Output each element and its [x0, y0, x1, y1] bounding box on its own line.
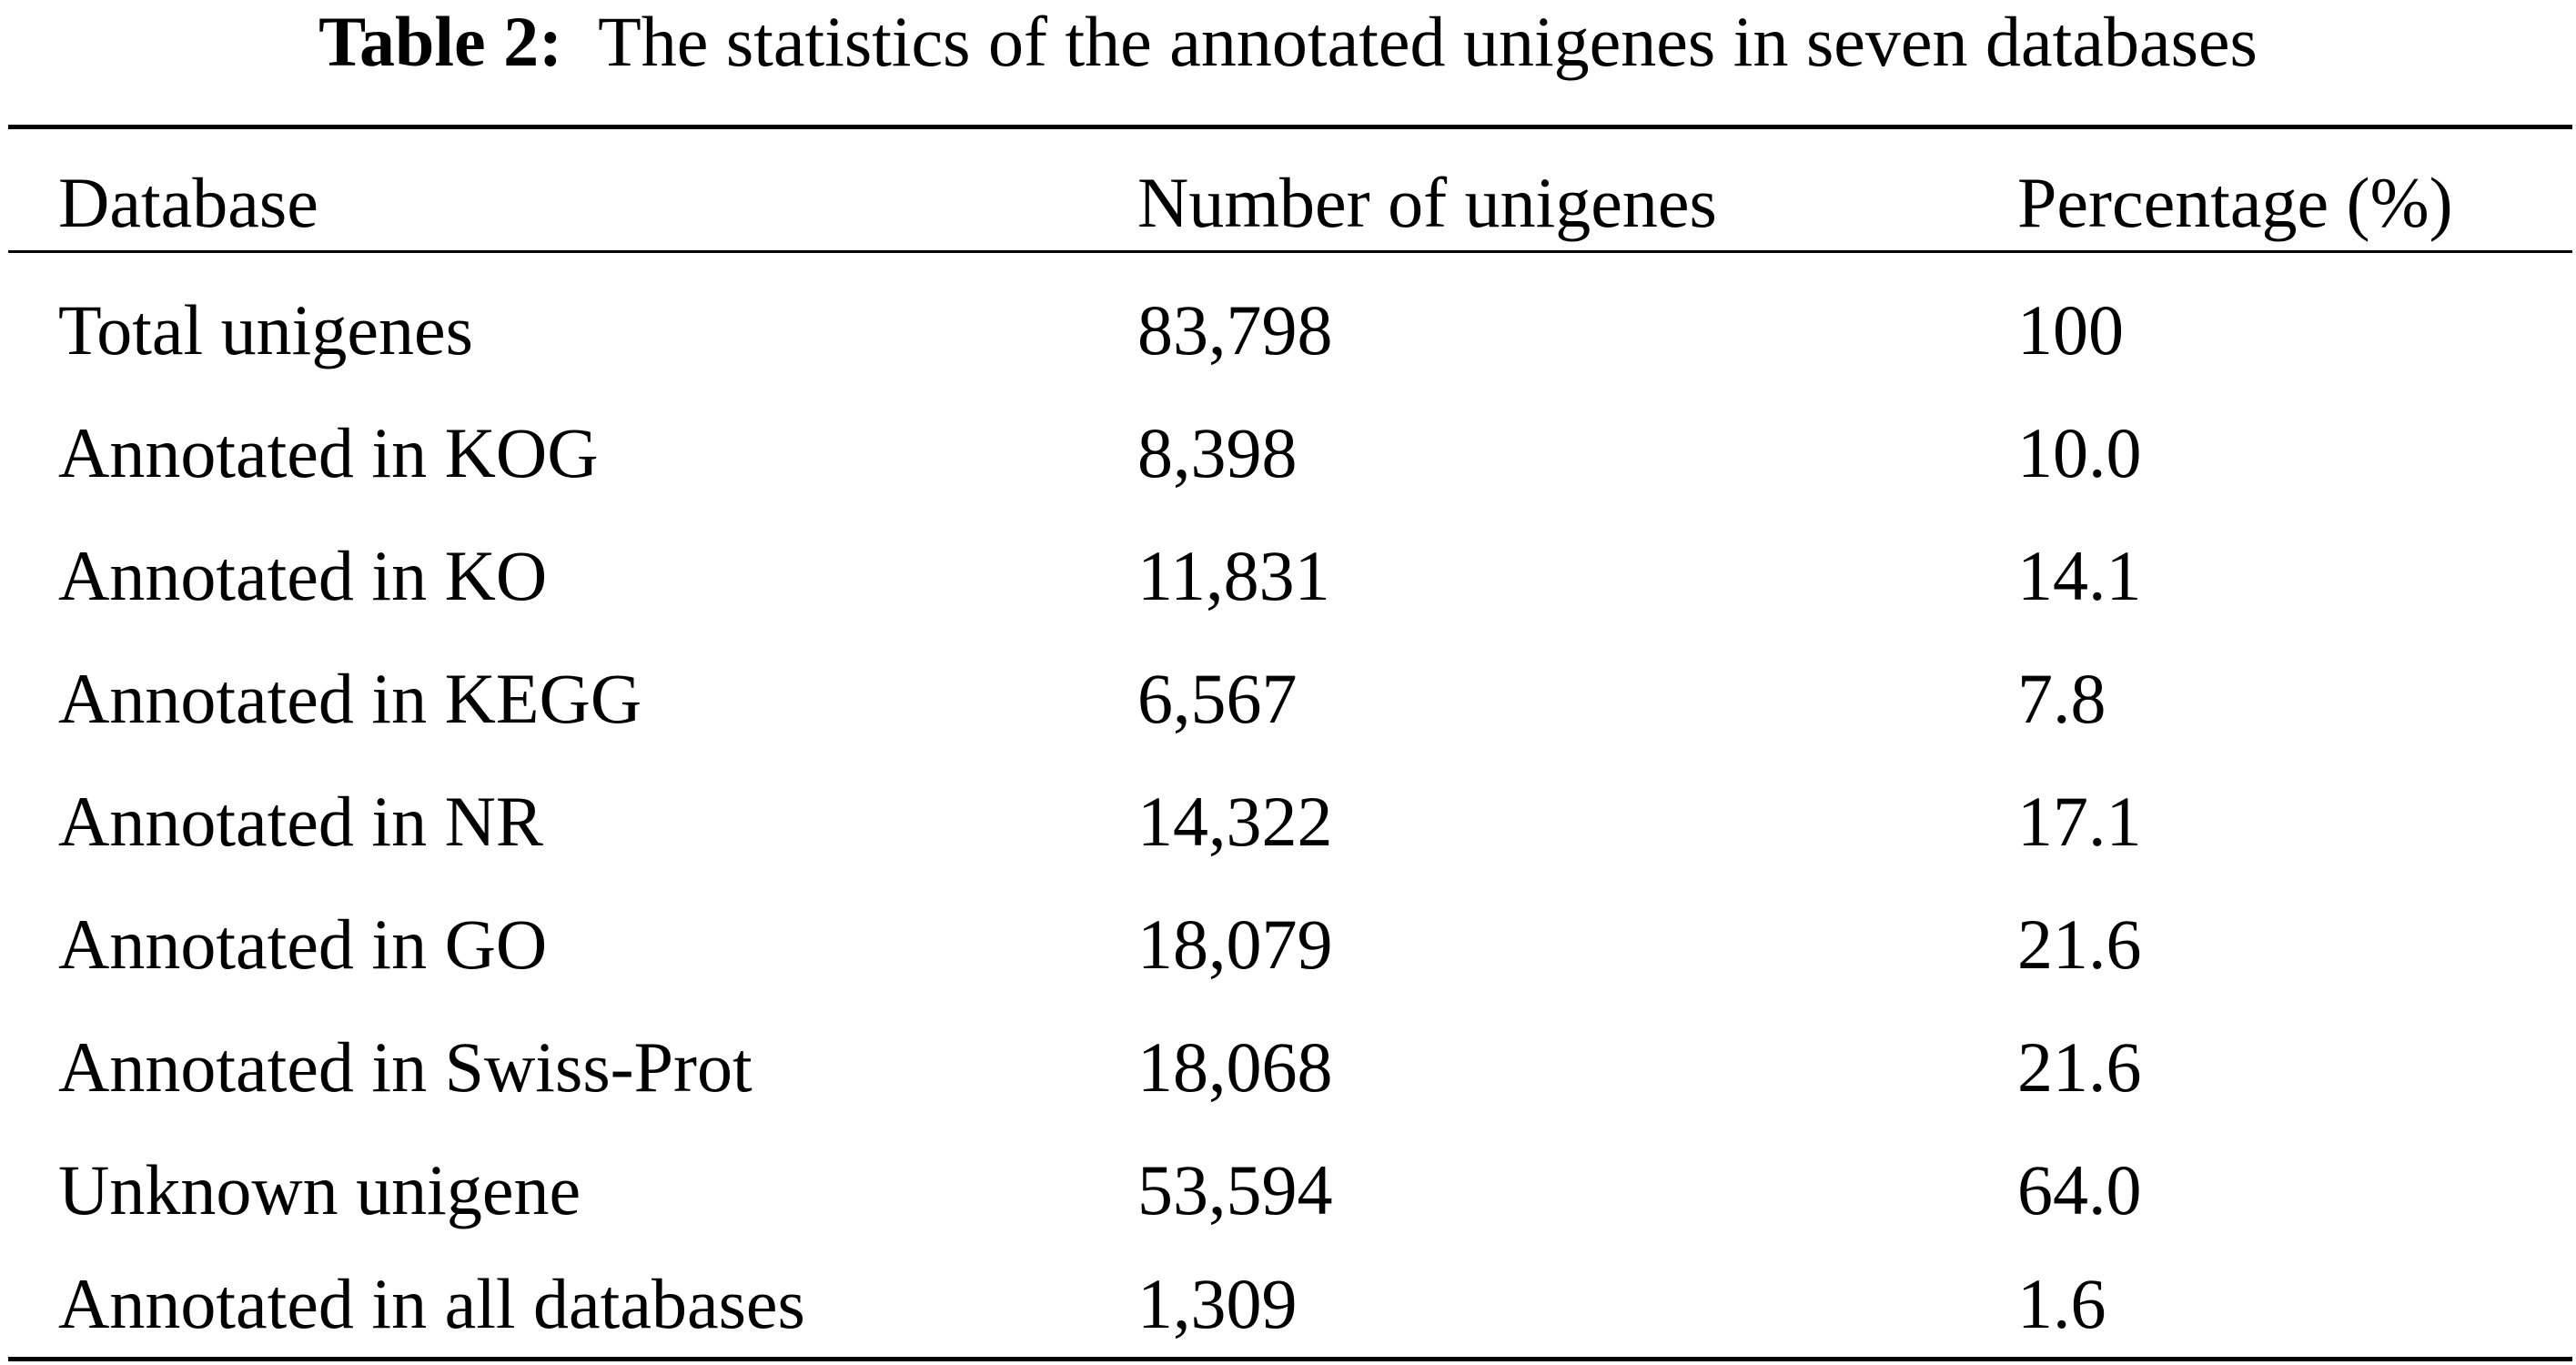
- unigene-count-cell: 53,594: [1137, 1150, 1333, 1229]
- unigene-count-cell: 8,398: [1137, 413, 1298, 492]
- database-cell: Unknown unigene: [58, 1150, 581, 1229]
- table-row: Annotated in GO 18,079 21.6: [0, 883, 2576, 1006]
- percentage-cell: 21.6: [2017, 905, 2142, 984]
- percentage-cell: 14.1: [2017, 536, 2142, 615]
- percentage-cell: 7.8: [2017, 659, 2106, 738]
- database-cell: Annotated in KO: [58, 536, 548, 615]
- table-row: Annotated in KOG 8,398 10.0: [0, 391, 2576, 514]
- table-row: Unknown unigene 53,594 64.0: [0, 1128, 2576, 1251]
- unigene-count-cell: 83,798: [1137, 290, 1333, 369]
- database-cell: Annotated in GO: [58, 905, 548, 984]
- unigene-count-cell: 6,567: [1137, 659, 1298, 738]
- unigene-count-cell: 18,068: [1137, 1027, 1333, 1107]
- database-cell: Annotated in Swiss-Prot: [58, 1027, 753, 1107]
- database-cell: Annotated in all databases: [58, 1264, 805, 1343]
- unigene-count-cell: 18,079: [1137, 905, 1333, 984]
- table-row: Annotated in NR 14,322 17.1: [0, 760, 2576, 883]
- table-row: Total unigenes 83,798 100: [0, 268, 2576, 391]
- table-top-rule: [8, 125, 2572, 129]
- percentage-cell: 21.6: [2017, 1027, 2142, 1107]
- percentage-cell: 1.6: [2017, 1264, 2106, 1343]
- table-caption: Table 2: The statistics of the annotated…: [0, 0, 2576, 91]
- database-cell: Annotated in NR: [58, 782, 543, 861]
- percentage-cell: 100: [2017, 290, 2124, 369]
- unigene-count-cell: 14,322: [1137, 782, 1333, 861]
- unigene-count-cell: 11,831: [1137, 536, 1330, 615]
- column-header-number-of-unigenes: Number of unigenes: [1137, 163, 1717, 242]
- database-cell: Annotated in KOG: [58, 413, 599, 492]
- table-row: Annotated in KEGG 6,567 7.8: [0, 637, 2576, 760]
- table-row: Annotated in KO 11,831 14.1: [0, 514, 2576, 637]
- unigene-count-cell: 1,309: [1137, 1264, 1298, 1343]
- percentage-cell: 17.1: [2017, 782, 2142, 861]
- table-header-rule: [8, 250, 2572, 253]
- table-header-row: Database Number of unigenes Percentage (…: [0, 141, 2576, 264]
- column-header-percentage: Percentage (%): [2017, 163, 2453, 242]
- table-caption-label: Table 2:: [318, 2, 563, 81]
- database-cell: Annotated in KEGG: [58, 659, 642, 738]
- table-row: Annotated in Swiss-Prot 18,068 21.6: [0, 1006, 2576, 1128]
- column-header-database: Database: [58, 163, 318, 242]
- table-bottom-rule: [8, 1357, 2572, 1361]
- percentage-cell: 64.0: [2017, 1150, 2142, 1229]
- table-row: Annotated in all databases 1,309 1.6: [0, 1251, 2576, 1356]
- percentage-cell: 10.0: [2017, 413, 2142, 492]
- table-caption-text: The statistics of the annotated unigenes…: [598, 2, 2258, 81]
- database-cell: Total unigenes: [58, 290, 473, 369]
